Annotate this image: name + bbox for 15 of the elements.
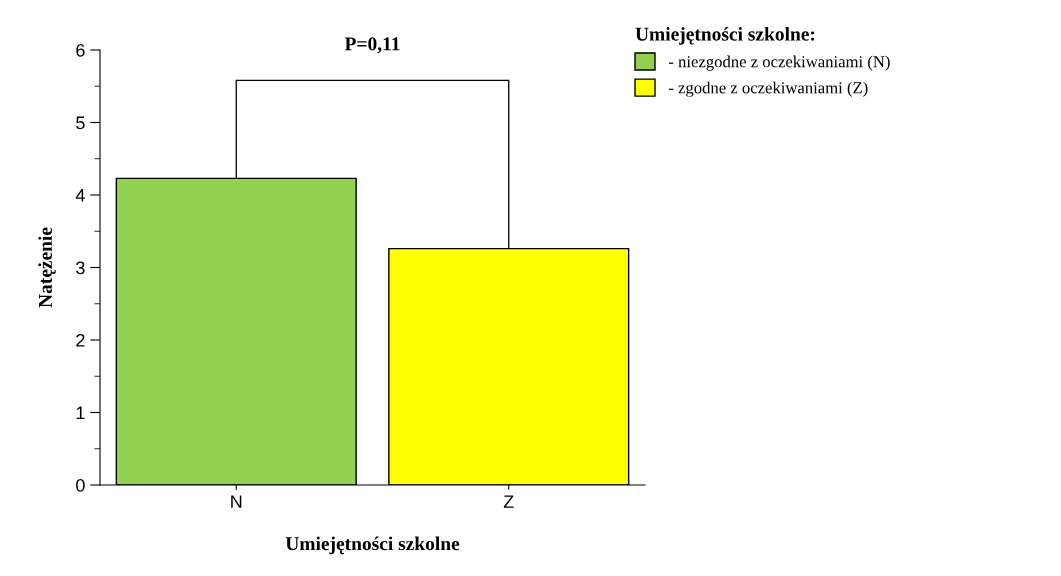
y-tick-label: 3 [76, 261, 85, 275]
legend-label: - zgodne z oczekiwaniami (Z) [668, 81, 868, 97]
x-tick-label: Z [503, 495, 514, 508]
y-axis-title: Natężenie [38, 227, 56, 308]
y-tick-label: 1 [76, 406, 85, 420]
y-tick-label: 5 [76, 116, 85, 130]
y-tick-label: 0 [76, 478, 85, 492]
legend-title: Umiejętności szkolne: [635, 27, 815, 45]
annotation: P=0,11 [344, 37, 400, 54]
x-axis-title: Umiejętności szkolne [285, 536, 460, 555]
y-tick-label: 4 [75, 189, 85, 202]
y-tick-label: 6 [76, 43, 85, 57]
legend-label: - niezgodne z oczekiwaniami (N) [668, 55, 890, 71]
y-tick-label: 2 [76, 333, 85, 347]
x-tick-label: N [231, 495, 242, 508]
